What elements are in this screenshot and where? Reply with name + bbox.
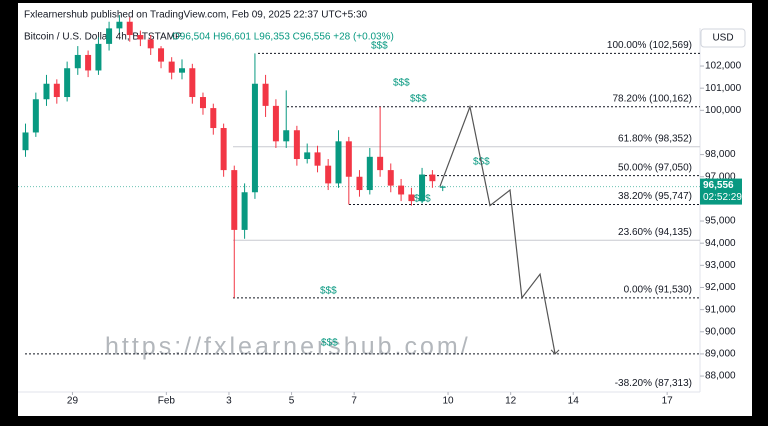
y-tick-label: 90,000	[705, 326, 736, 337]
x-tick-label: 29	[67, 396, 79, 407]
x-tick-label: 7	[351, 396, 357, 407]
candle-body	[168, 61, 175, 73]
fib-label: 100.00% (102,569)	[607, 40, 692, 51]
annotation: $$$	[393, 78, 410, 89]
x-tick-label: 3	[226, 396, 232, 407]
candle-body	[293, 130, 300, 160]
projection-arrow	[550, 349, 560, 355]
candle-body	[179, 68, 186, 73]
candle-body	[304, 152, 311, 160]
candle-body	[335, 141, 342, 184]
y-tick-label: 98,000	[705, 149, 736, 160]
candle-body	[137, 35, 144, 40]
candle-body	[283, 130, 290, 142]
countdown: 02:52:29	[703, 192, 742, 203]
candle-body	[106, 28, 113, 44]
candle-body	[241, 192, 248, 230]
candle-body	[345, 141, 352, 177]
y-tick-label: 97,000	[705, 171, 736, 182]
fib-label: 78.20% (100,162)	[612, 93, 692, 104]
candle-body	[419, 174, 426, 202]
candle-body	[43, 83, 50, 100]
candle-body	[220, 128, 227, 171]
watermark: https://fxlearnershub.com/	[105, 333, 471, 361]
candle-body	[366, 156, 373, 191]
candle-body	[272, 105, 279, 142]
fib-label: 50.00% (97,050)	[618, 162, 692, 173]
price-tag	[700, 178, 742, 205]
candle-body	[408, 194, 415, 202]
candle-body	[32, 99, 39, 133]
candle-body	[158, 48, 165, 62]
candle-body	[85, 54, 92, 71]
annotation: $$$	[321, 338, 338, 349]
candle-body	[325, 165, 332, 184]
annotation: $$$	[371, 41, 388, 52]
fib-label: 38.20% (95,747)	[618, 191, 692, 202]
price-tag-value: 96,556	[703, 180, 734, 191]
x-tick-label: 5	[289, 396, 295, 407]
ohlc: O96,504 H96,601 L96,353 C96,556 +28 (+0.…	[172, 32, 394, 43]
candle-body	[231, 170, 238, 230]
y-tick-label: 101,000	[705, 83, 742, 94]
candle-body	[199, 97, 206, 109]
candle-body	[116, 21, 123, 29]
fib-label: 23.60% (94,135)	[618, 227, 692, 238]
candle-body	[189, 68, 196, 98]
candle-body	[356, 176, 363, 191]
candle-body	[262, 83, 269, 106]
candle-body	[95, 43, 102, 71]
x-tick-label: 14	[568, 396, 580, 407]
projection-line	[439, 104, 556, 355]
candle-body	[64, 68, 71, 98]
y-tick-label: 94,000	[705, 238, 736, 249]
fib-label: 61.80% (98,352)	[618, 133, 692, 144]
candle-body	[126, 21, 133, 36]
candle-body	[398, 185, 405, 195]
candle-body	[53, 83, 60, 98]
y-tick-label: 88,000	[705, 371, 736, 382]
currency-button[interactable]	[700, 28, 746, 48]
y-tick-label: 93,000	[705, 260, 736, 271]
candle-body	[377, 156, 384, 171]
currency[interactable]: USD	[712, 33, 733, 44]
candle-body	[22, 132, 29, 151]
candle-body	[314, 152, 321, 166]
y-tick-label: 95,000	[705, 216, 736, 227]
y-tick-label: 102,000	[705, 61, 742, 72]
annotation: $$$	[410, 94, 427, 105]
fib-label: 0.00% (91,530)	[624, 285, 692, 296]
x-tick-label: Feb	[158, 396, 176, 407]
annotation: $$$	[320, 286, 337, 297]
header: Fxlearnershub published on TradingView.c…	[24, 10, 368, 21]
candle-body	[429, 174, 436, 182]
x-tick-label: 10	[442, 396, 454, 407]
y-tick-label: 100,000	[705, 105, 742, 116]
candle-body	[147, 39, 154, 49]
chart-panel	[18, 3, 752, 416]
candle-body	[210, 108, 217, 129]
y-tick-label: 92,000	[705, 282, 736, 293]
candle-body	[251, 83, 258, 193]
x-tick-label: 17	[662, 396, 674, 407]
y-tick-label: 89,000	[705, 349, 736, 360]
candle-body	[74, 54, 81, 69]
candle-body	[439, 186, 446, 188]
x-tick-label: 12	[505, 396, 517, 407]
y-tick-label: 91,000	[705, 304, 736, 315]
symbol: Bitcoin / U.S. Dollar, 4h, BITSTAMP	[24, 32, 182, 43]
candle-body	[387, 170, 394, 186]
fib-label: -38.20% (87,313)	[615, 378, 692, 389]
